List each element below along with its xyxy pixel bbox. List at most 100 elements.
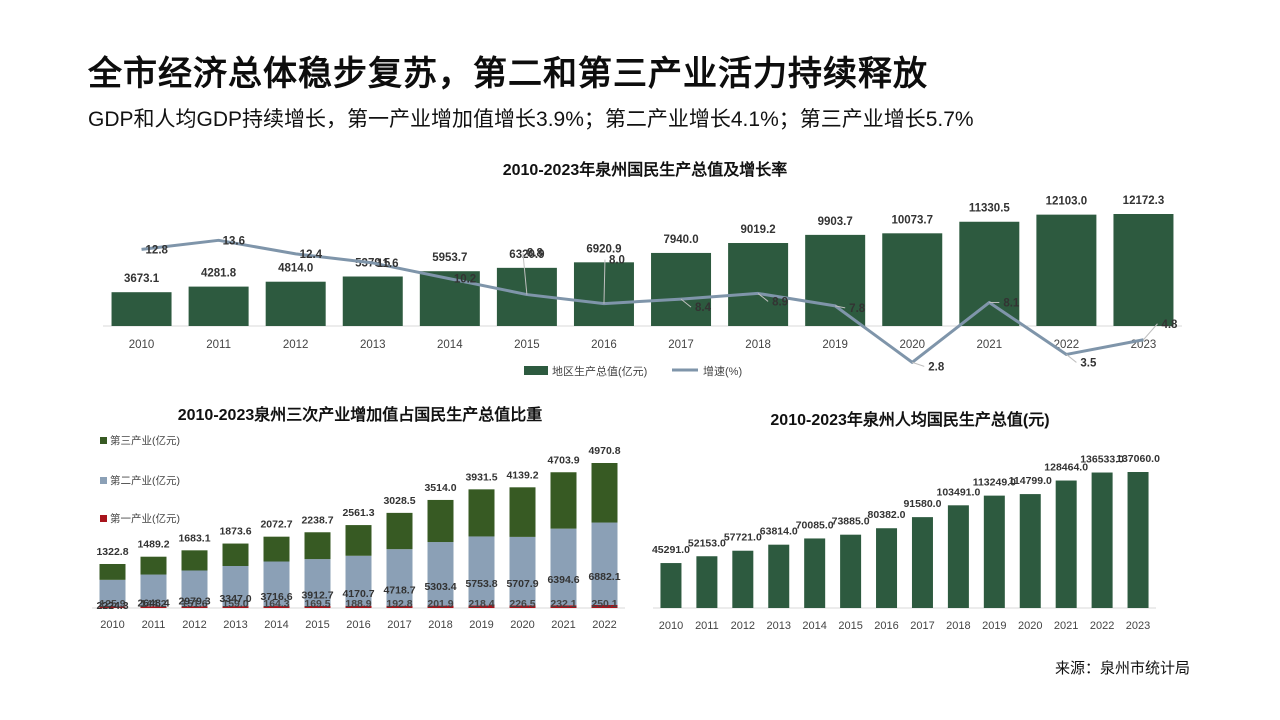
- percapita-bar-label: 91580.0: [903, 498, 941, 510]
- gdp-growth-leader: [603, 259, 606, 304]
- industry-chart-title: 2010-2023泉州三次产业增加值占国民生产总值比重: [177, 407, 543, 424]
- gdp-growth-leader: [835, 305, 846, 309]
- industry-primary-segment: [468, 605, 495, 608]
- gdp-x-tick: 2012: [283, 339, 309, 351]
- percapita-bar-label: 80382.0: [868, 509, 906, 521]
- gdp-growth-label: 3.5: [1080, 357, 1097, 369]
- industry-tertiary-label: 2238.7: [301, 514, 333, 526]
- industry-tertiary-label: 2072.7: [260, 519, 292, 531]
- industry-x-tick: 2019: [469, 619, 493, 631]
- percapita-bar-label: 70085.0: [796, 519, 834, 531]
- gdp-growth-leader: [1066, 354, 1077, 363]
- gdp-bar: [1113, 214, 1174, 326]
- industry-secondary-label: 6394.6: [547, 574, 579, 586]
- industry-primary-label: 169.5: [304, 598, 330, 610]
- industry-secondary-label: 3347.0: [219, 593, 251, 605]
- industry-tertiary-label: 1873.6: [219, 526, 251, 538]
- gdp-x-tick: 2014: [437, 339, 463, 351]
- industry-chart: 2010-2023泉州三次产业增加值占国民生产总值比重 125.9 2224.3 1…: [90, 395, 630, 640]
- percapita-bar: [696, 556, 718, 608]
- gdp-legend-bar-swatch: [524, 366, 548, 375]
- industry-tertiary-segment: [550, 472, 577, 529]
- gdp-bar: [959, 221, 1020, 326]
- gdp-bar: [342, 276, 403, 326]
- gdp-bar: [651, 252, 712, 326]
- industry-secondary-label: 2979.3: [178, 595, 210, 607]
- industry-tertiary-segment: [99, 563, 126, 580]
- percapita-x-tick: 2019: [982, 620, 1006, 632]
- industry-secondary-segment: [468, 536, 495, 606]
- percapita-bar-label: 63814.0: [760, 526, 798, 538]
- gdp-legend-bar-label: 地区生产总值(亿元): [552, 364, 647, 378]
- industry-tertiary-segment: [222, 543, 249, 566]
- percapita-bar: [768, 544, 790, 608]
- percapita-bar: [660, 563, 682, 608]
- industry-x-tick: 2013: [223, 619, 247, 631]
- percapita-bar: [1127, 472, 1149, 608]
- percapita-bar-label: 103491.0: [936, 486, 980, 498]
- industry-secondary-label: 3716.6: [260, 591, 292, 603]
- percapita-x-tick: 2023: [1126, 620, 1150, 632]
- source-note: 来源：泉州市统计局: [1054, 660, 1190, 677]
- industry-x-tick: 2018: [428, 619, 452, 631]
- industry-secondary-segment: [181, 570, 208, 607]
- gdp-legend-line-label: 增速(%): [703, 364, 742, 378]
- industry-x-tick: 2014: [264, 619, 288, 631]
- industry-primary-label: 250.1: [591, 598, 617, 610]
- industry-tertiary-segment: [304, 532, 331, 560]
- industry-tertiary-label: 1683.1: [178, 532, 210, 544]
- percapita-chart-title: 2010-2023年泉州人均国民生产总值(元): [770, 412, 1050, 429]
- percapita-x-tick: 2013: [767, 620, 791, 632]
- industry-primary-segment: [427, 605, 454, 608]
- page-subtitle: GDP和人均GDP持续增长，第一产业增加值增长3.9%；第二产业增长4.1%；第…: [88, 108, 974, 131]
- gdp-growth-label: 11.6: [377, 258, 399, 270]
- industry-secondary-label: 2224.3: [96, 600, 128, 612]
- percapita-bar: [876, 528, 898, 608]
- gdp-bar: [111, 292, 172, 326]
- gdp-x-tick: 2010: [129, 339, 155, 351]
- gdp-x-tick: 2019: [822, 339, 848, 351]
- industry-legend-label: 第三产业(亿元): [110, 434, 180, 447]
- gdp-growth-leader: [912, 361, 925, 367]
- industry-x-tick: 2015: [305, 619, 329, 631]
- percapita-bar-label: 137060.0: [1116, 453, 1160, 465]
- gdp-bar: [728, 243, 789, 326]
- gdp-growth-label: 8.4: [695, 302, 712, 314]
- industry-secondary-segment: [99, 579, 126, 607]
- industry-secondary-label: 4170.7: [342, 588, 374, 600]
- percapita-x-tick: 2012: [731, 620, 755, 632]
- industry-legend-label: 第二产业(亿元): [110, 474, 180, 487]
- percapita-x-tick: 2011: [695, 620, 719, 632]
- gdp-growth-leader: [522, 252, 528, 295]
- gdp-x-tick: 2016: [591, 339, 617, 351]
- industry-primary-label: 232.1: [550, 598, 576, 610]
- gdp-bar-label: 11330.5: [969, 203, 1011, 215]
- industry-primary-segment: [304, 605, 331, 608]
- gdp-x-tick: 2020: [899, 339, 925, 351]
- industry-tertiary-segment: [263, 536, 290, 562]
- gdp-growth-label: 2.8: [928, 361, 945, 373]
- percapita-bar: [732, 550, 754, 608]
- industry-primary-label: 226.5: [509, 598, 535, 610]
- gdp-bar-label: 3673.1: [124, 273, 160, 285]
- industry-tertiary-segment: [181, 550, 208, 571]
- percapita-bar: [840, 534, 862, 608]
- gdp-x-tick: 2015: [514, 339, 540, 351]
- industry-secondary-label: 5707.9: [506, 578, 538, 590]
- percapita-bar: [1055, 480, 1077, 608]
- industry-x-tick: 2020: [510, 619, 534, 631]
- industry-secondary-segment: [509, 536, 536, 606]
- gdp-chart: 2010-2023年泉州国民生产总值及增长率 3673.1 2010 4281.8 2…: [100, 150, 1190, 390]
- percapita-bar-label: 73885.0: [832, 516, 870, 528]
- industry-secondary-label: 6882.1: [588, 571, 620, 583]
- industry-secondary-segment: [427, 542, 454, 606]
- percapita-x-tick: 2022: [1090, 620, 1114, 632]
- percapita-x-tick: 2016: [874, 620, 898, 632]
- industry-primary-label: 218.4: [468, 598, 494, 610]
- gdp-growth-leader: [680, 298, 692, 308]
- percapita-x-tick: 2021: [1054, 620, 1078, 632]
- percapita-bar-label: 114799.0: [1009, 475, 1052, 487]
- industry-tertiary-label: 1489.2: [137, 539, 169, 551]
- gdp-growth-label: 13.6: [223, 235, 245, 247]
